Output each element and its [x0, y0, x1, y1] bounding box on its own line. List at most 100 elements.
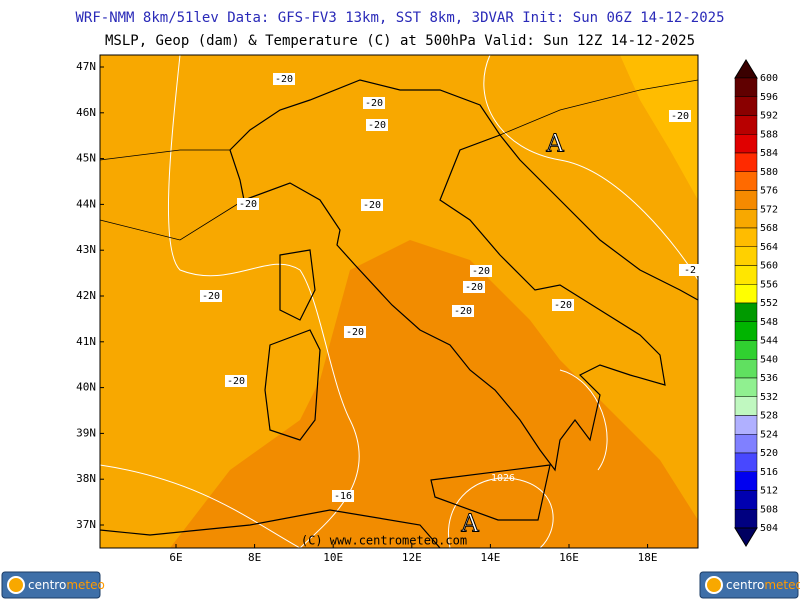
lat-label: 47N	[76, 60, 96, 73]
colorbar-segment	[734, 190, 758, 210]
colorbar-segment	[734, 265, 758, 285]
colorbar-segment	[734, 452, 758, 472]
colorbar-label: 576	[760, 186, 778, 197]
contour-label-bg	[273, 73, 295, 85]
colorbar-label: 556	[760, 279, 778, 290]
contours	[99, 54, 699, 549]
colorbar-segment	[734, 415, 758, 435]
colorbar-segment	[734, 302, 758, 322]
logo-box	[1, 571, 101, 599]
lat-label: 38N	[76, 472, 96, 485]
colorbar-tip-top	[734, 59, 758, 79]
map	[99, 54, 699, 549]
coastlines	[99, 79, 699, 549]
colorbar-tip-bottom	[734, 527, 758, 547]
colorbar-segment	[734, 359, 758, 379]
colorbar-label: 540	[760, 354, 778, 365]
colorbar-label: 568	[760, 223, 778, 234]
lon-label: 14E	[480, 551, 500, 564]
colorbar-label: 580	[760, 167, 778, 178]
contour-label-bg	[452, 305, 474, 317]
logo-text: centrometeo	[726, 578, 800, 592]
logo-text: centrometeo	[28, 578, 105, 592]
isobar-label: 1026	[491, 473, 515, 484]
colorbar-label: 512	[760, 486, 778, 497]
high-pressure: A	[545, 130, 564, 158]
colorbar-segment	[734, 340, 758, 360]
colorbar-label: 548	[760, 317, 778, 328]
logo-part1: centro	[28, 578, 66, 592]
contour-label: -20	[239, 199, 257, 210]
lon-label: 12E	[402, 551, 422, 564]
contour-label-bg	[225, 375, 247, 387]
lon-label: 16E	[559, 551, 579, 564]
lat-label: 39N	[76, 426, 96, 439]
colorbar-segment	[734, 471, 758, 491]
contour-label: -20	[202, 291, 220, 302]
contour-label: -20	[472, 266, 490, 277]
lon-label: 6E	[169, 551, 182, 564]
lat-label: 43N	[76, 243, 96, 256]
colorbar-label: 508	[760, 504, 778, 515]
colorbar-label: 592	[760, 111, 778, 122]
logo-part1: centro	[726, 578, 764, 592]
contour-label: -20	[346, 327, 364, 338]
lon-label: 10E	[323, 551, 343, 564]
lat-label: 44N	[76, 197, 96, 210]
colorbar-label: 520	[760, 448, 778, 459]
contour-label-bg	[366, 119, 388, 131]
colorbar-label: 564	[760, 242, 778, 253]
colorbar-segment	[734, 227, 758, 247]
colorbar-label: 524	[760, 429, 778, 440]
colorbar-segment	[734, 377, 758, 397]
colorbar-label: 552	[760, 298, 778, 309]
contour-label: -20	[554, 300, 572, 311]
lon-label: 8E	[248, 551, 261, 564]
colorbar-segment	[734, 171, 758, 191]
contour-label-bg	[669, 110, 691, 122]
colorbar-label: 504	[760, 523, 778, 534]
colorbar-label: 544	[760, 336, 778, 347]
warm-area	[620, 55, 698, 200]
contour-label: -20	[454, 306, 472, 317]
colorbar-label: 528	[760, 411, 778, 422]
logo-icon	[7, 576, 25, 594]
colorbar-segment	[734, 509, 758, 529]
colorbar-segment	[734, 152, 758, 172]
logo: centrometeo	[1, 571, 105, 599]
contour-label: -2	[684, 265, 696, 276]
colorbar-label: 516	[760, 467, 778, 478]
logo-part2: meteo	[764, 578, 800, 592]
contour-label-bg	[344, 326, 366, 338]
contour-label: -16	[334, 491, 352, 502]
contour-label-bg	[552, 299, 574, 311]
lat-label: 46N	[76, 106, 96, 119]
logo: centrometeo	[699, 571, 800, 599]
header-line2: MSLP, Geop (dam) & Temperature (C) at 50…	[105, 33, 695, 49]
colorbar-label: 536	[760, 373, 778, 384]
logo-icon	[705, 576, 723, 594]
colorbar-segment	[734, 284, 758, 304]
colorbar-segment	[734, 115, 758, 135]
map-frame	[99, 54, 699, 549]
contour-label-bg	[463, 281, 485, 293]
colorbar-label: 588	[760, 129, 778, 140]
contour-label-bg	[363, 97, 385, 109]
colorbar-segment	[734, 209, 758, 229]
colorbar-segment	[734, 246, 758, 266]
colorbar-segment	[734, 96, 758, 116]
contour-label: -20	[365, 98, 383, 109]
colorbar-segment	[734, 434, 758, 454]
lat-label: 45N	[76, 152, 96, 165]
contour-label-bg	[237, 198, 259, 210]
contour-label: -20	[465, 282, 483, 293]
cold-area	[170, 240, 698, 548]
colorbar-label: 596	[760, 92, 778, 103]
lat-label: 37N	[76, 518, 96, 531]
colorbar-segment	[734, 396, 758, 416]
lat-label: 41N	[76, 335, 96, 348]
lat-label: 40N	[76, 381, 96, 394]
contour-label: -20	[363, 200, 381, 211]
colorbar-label: 560	[760, 261, 778, 272]
